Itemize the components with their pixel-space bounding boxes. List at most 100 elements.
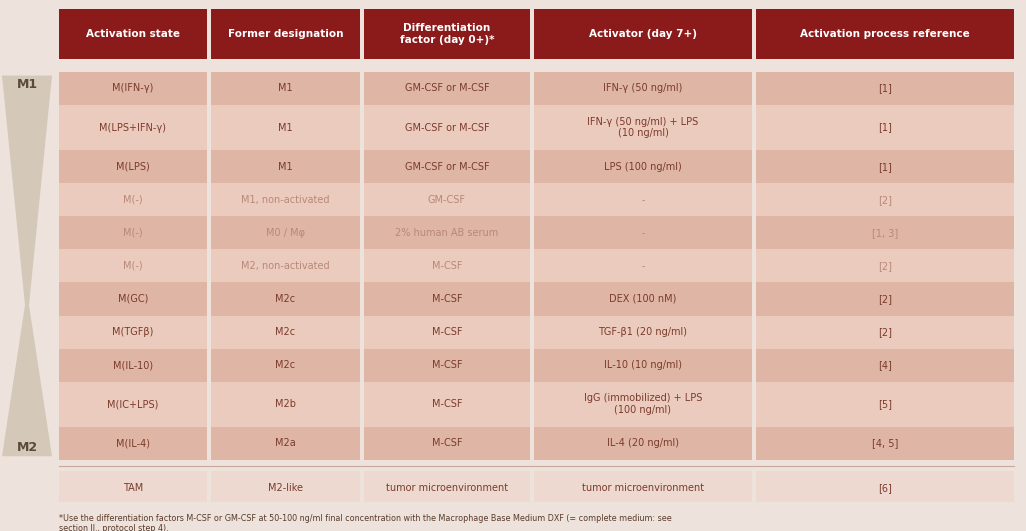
Bar (60, 150, 207, 183)
Bar (364, 472, 530, 504)
Text: M2: M2 (16, 441, 38, 454)
Bar (534, 282, 752, 315)
Text: IL-10 (10 ng/ml): IL-10 (10 ng/ml) (604, 360, 682, 370)
Text: M1: M1 (278, 123, 292, 133)
Bar (60, 348, 207, 382)
Text: M2c: M2c (275, 360, 295, 370)
Bar (756, 315, 1014, 348)
Text: -: - (641, 261, 644, 271)
Text: -: - (641, 228, 644, 238)
Text: M(LPS+IFN-γ): M(LPS+IFN-γ) (100, 123, 166, 133)
Bar (534, 216, 752, 250)
Text: M(-): M(-) (123, 261, 143, 271)
Bar (211, 315, 360, 348)
Text: M(IFN-γ): M(IFN-γ) (112, 83, 154, 93)
Text: IL-4 (20 ng/ml): IL-4 (20 ng/ml) (607, 439, 679, 449)
Text: M(TGFβ): M(TGFβ) (112, 327, 154, 337)
Bar (364, 250, 530, 282)
Bar (211, 105, 360, 150)
Text: M(GC): M(GC) (118, 294, 148, 304)
Text: M-CSF: M-CSF (432, 294, 463, 304)
Text: Activation state: Activation state (86, 29, 180, 39)
Bar (756, 216, 1014, 250)
Bar (364, 72, 530, 105)
Bar (364, 150, 530, 183)
Bar (211, 348, 360, 382)
Text: tumor microenvironment: tumor microenvironment (582, 483, 704, 493)
Bar (60, 216, 207, 250)
Bar (364, 282, 530, 315)
Text: GM-CSF or M-CSF: GM-CSF or M-CSF (404, 83, 489, 93)
Text: M(IL-4): M(IL-4) (116, 439, 150, 449)
Bar (756, 10, 1014, 58)
Bar (364, 183, 530, 216)
Bar (756, 472, 1014, 504)
Bar (211, 10, 360, 58)
Polygon shape (2, 305, 52, 456)
Bar (534, 105, 752, 150)
Bar (756, 348, 1014, 382)
Bar (364, 348, 530, 382)
Bar (211, 382, 360, 427)
Text: Differentiation
factor (day 0+)*: Differentiation factor (day 0+)* (400, 23, 495, 45)
Text: M1: M1 (278, 162, 292, 172)
Bar (60, 282, 207, 315)
Text: M-CSF: M-CSF (432, 399, 463, 409)
Text: M2a: M2a (275, 439, 295, 449)
Text: IFN-γ (50 ng/ml): IFN-γ (50 ng/ml) (603, 83, 682, 93)
Text: M2c: M2c (275, 327, 295, 337)
Text: [2]: [2] (878, 327, 892, 337)
Text: TAM: TAM (123, 483, 143, 493)
Bar (534, 427, 752, 460)
Text: [4, 5]: [4, 5] (872, 439, 898, 449)
Text: M2-like: M2-like (268, 483, 303, 493)
Bar (60, 105, 207, 150)
Text: GM-CSF: GM-CSF (428, 195, 466, 205)
Text: IgG (immobilized) + LPS
(100 ng/ml): IgG (immobilized) + LPS (100 ng/ml) (584, 393, 702, 415)
Text: [1]: [1] (878, 162, 892, 172)
Text: M(IL-10): M(IL-10) (113, 360, 153, 370)
Text: M0 / Mφ: M0 / Mφ (266, 228, 305, 238)
Text: [6]: [6] (878, 483, 892, 493)
Text: LPS (100 ng/ml): LPS (100 ng/ml) (604, 162, 682, 172)
Text: [1]: [1] (878, 123, 892, 133)
Text: M1: M1 (278, 83, 292, 93)
Bar (211, 427, 360, 460)
Bar (60, 315, 207, 348)
Text: Activation process reference: Activation process reference (800, 29, 970, 39)
Text: M(-): M(-) (123, 195, 143, 205)
Text: M-CSF: M-CSF (432, 327, 463, 337)
Text: DEX (100 nM): DEX (100 nM) (609, 294, 677, 304)
Bar (534, 150, 752, 183)
Text: M1, non-activated: M1, non-activated (241, 195, 329, 205)
Bar (60, 183, 207, 216)
Bar (60, 427, 207, 460)
Text: M(-): M(-) (123, 228, 143, 238)
Bar (364, 315, 530, 348)
Text: M-CSF: M-CSF (432, 261, 463, 271)
Bar (756, 183, 1014, 216)
Text: TGF-β1 (20 ng/ml): TGF-β1 (20 ng/ml) (598, 327, 687, 337)
Text: -: - (641, 195, 644, 205)
Text: M(IC+LPS): M(IC+LPS) (108, 399, 159, 409)
Bar (534, 250, 752, 282)
Bar (364, 105, 530, 150)
Bar (211, 250, 360, 282)
Bar (60, 10, 207, 58)
Text: tumor microenvironment: tumor microenvironment (386, 483, 508, 493)
Bar (756, 427, 1014, 460)
Bar (211, 472, 360, 504)
Text: [2]: [2] (878, 261, 892, 271)
Bar (60, 250, 207, 282)
Text: 2% human AB serum: 2% human AB serum (395, 228, 499, 238)
Text: M(LPS): M(LPS) (116, 162, 150, 172)
Bar (534, 382, 752, 427)
Bar (756, 282, 1014, 315)
Text: [1, 3]: [1, 3] (872, 228, 898, 238)
Text: Activator (day 7+): Activator (day 7+) (589, 29, 697, 39)
Text: *Use the differentiation factors M-CSF or GM-CSF at 50-100 ng/ml final concentra: *Use the differentiation factors M-CSF o… (60, 514, 672, 531)
Text: IFN-γ (50 ng/ml) + LPS
(10 ng/ml): IFN-γ (50 ng/ml) + LPS (10 ng/ml) (587, 117, 699, 138)
Bar (756, 382, 1014, 427)
Text: M1: M1 (16, 78, 38, 91)
Text: [2]: [2] (878, 294, 892, 304)
